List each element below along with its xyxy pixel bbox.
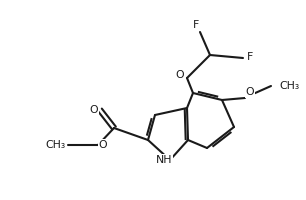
- Text: CH₃: CH₃: [279, 81, 299, 91]
- Text: O: O: [99, 140, 107, 150]
- Text: O: O: [176, 70, 184, 80]
- Text: NH: NH: [156, 155, 172, 165]
- Text: F: F: [247, 52, 253, 62]
- Text: O: O: [246, 87, 254, 97]
- Text: CH₃: CH₃: [46, 140, 66, 150]
- Text: F: F: [193, 20, 199, 30]
- Text: O: O: [90, 105, 98, 115]
